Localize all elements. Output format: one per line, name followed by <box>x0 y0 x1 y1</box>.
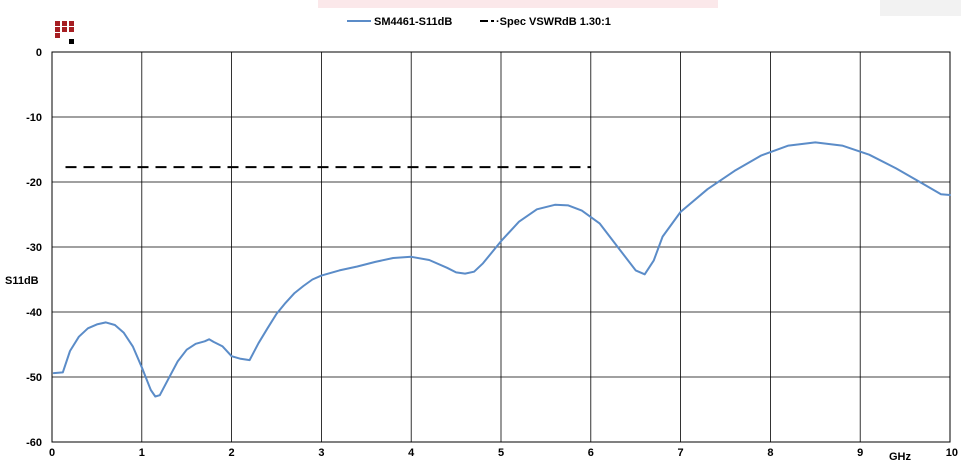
x-tick-label: 0 <box>49 447 55 459</box>
company-logo-icon <box>55 21 74 44</box>
logo-cell <box>55 27 60 32</box>
y-tick-label: -40 <box>26 307 42 319</box>
x-tick-label: 5 <box>498 447 504 459</box>
logo-cell <box>62 21 67 26</box>
x-tick-label: 8 <box>767 447 773 459</box>
x-tick-label: 10 <box>946 447 958 459</box>
logo-cell <box>69 21 74 26</box>
logo-cell <box>69 27 74 32</box>
logo-cell <box>69 39 74 44</box>
legend-label-series-1: SM4461-S11dB <box>374 16 452 28</box>
x-tick-label: 4 <box>408 447 415 459</box>
x-axis-ticks: 0 1 2 3 4 5 6 7 8 9 10 <box>49 447 958 459</box>
x-tick-label: 6 <box>588 447 594 459</box>
data-series <box>52 141 951 398</box>
x-tick-label: 7 <box>678 447 684 459</box>
y-tick-label: -20 <box>26 177 42 189</box>
chart-legend: SM4461-S11dB ·Spec VSWRdB 1.30:1 <box>347 16 611 28</box>
y-tick-label: -60 <box>26 437 42 449</box>
y-tick-label: 0 <box>36 47 42 59</box>
legend-label-series-2: ·Spec VSWRdB 1.30:1 <box>496 16 611 28</box>
x-tick-label: 2 <box>229 447 235 459</box>
x-tick-label: 1 <box>139 447 145 459</box>
logo-cell <box>62 27 67 32</box>
x-axis-title: GHz <box>889 451 912 463</box>
y-tick-label: -50 <box>26 372 42 384</box>
y-axis-ticks: 0 -10 -20 -30 -40 -50 -60 <box>26 47 42 449</box>
y-tick-label: -30 <box>26 242 42 254</box>
y-tick-label: -10 <box>26 112 42 124</box>
logo-cell <box>55 21 60 26</box>
x-tick-label: 3 <box>318 447 324 459</box>
y-axis-title: S11dB <box>5 275 39 287</box>
series-line-1 <box>52 141 951 398</box>
logo-cell <box>55 33 60 38</box>
grid-lines <box>51 51 951 443</box>
header-bands <box>318 0 961 16</box>
x-tick-label: 9 <box>857 447 863 459</box>
